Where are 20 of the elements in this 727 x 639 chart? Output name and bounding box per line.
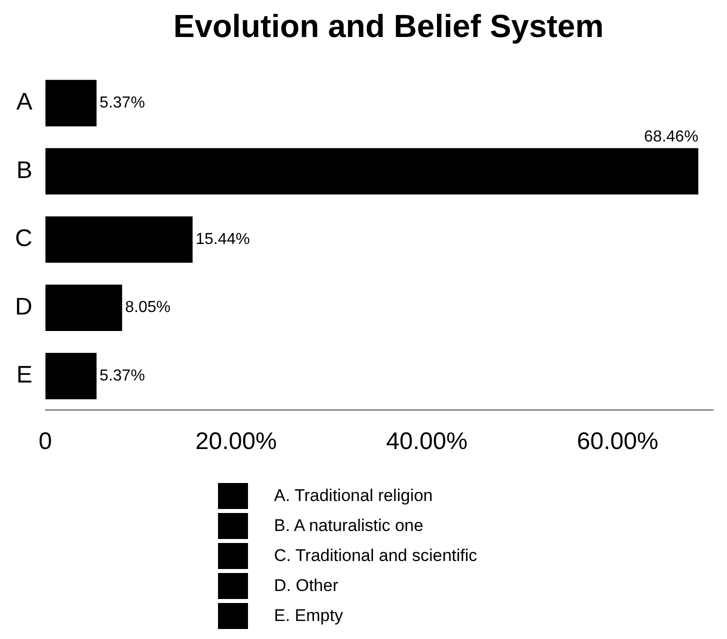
y-tick-label: A (16, 88, 32, 116)
data-label: 68.46% (644, 128, 698, 146)
data-label: 5.37% (100, 94, 145, 112)
legend-label: B. A naturalistic one (274, 516, 424, 536)
data-label: 15.44% (196, 231, 250, 248)
legend-label: D. Other (274, 576, 338, 596)
x-tick-label: 0 (38, 428, 52, 456)
legend-label: A. Traditional religion (274, 486, 433, 506)
y-tick-label: E (16, 362, 32, 389)
y-tick-label: D (14, 293, 32, 320)
chart-title: Evolution and Belief System (172, 8, 605, 45)
x-tick-label: 60.00% (576, 428, 658, 456)
y-tick-label: B (16, 156, 32, 184)
x-tick-label: 20.00% (195, 428, 277, 456)
y-tick-label: C (14, 225, 32, 252)
legend-label: E. Empty (274, 606, 343, 626)
x-tick-label: 40.00% (386, 428, 468, 456)
data-label: 8.05% (125, 299, 170, 316)
legend-label: C. Traditional and scientific (274, 546, 478, 566)
data-label: 5.37% (100, 367, 145, 384)
